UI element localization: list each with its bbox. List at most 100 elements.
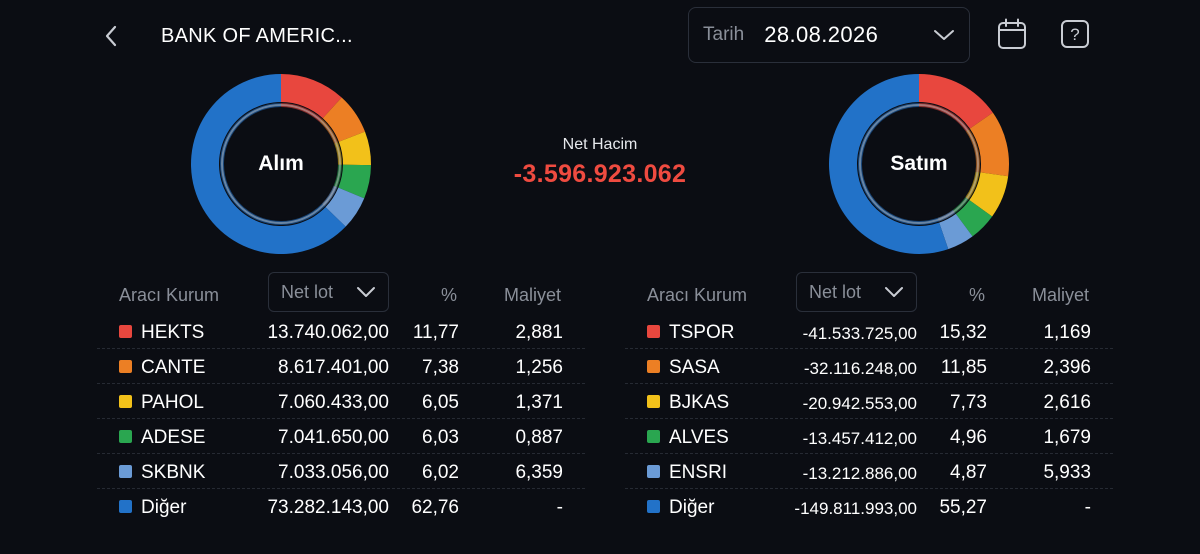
buy-netlot-select[interactable]: Net lot — [268, 272, 389, 312]
table-row[interactable]: HEKTS 13.740.062,00 11,77 2,881 — [97, 314, 585, 349]
donut-inner-ring-segment — [280, 103, 323, 122]
table-row[interactable]: SKBNK 7.033.056,00 6,02 6,359 — [97, 454, 585, 489]
color-swatch — [119, 325, 132, 338]
color-swatch — [647, 465, 660, 478]
buy-donut-chart: Alım — [190, 73, 372, 255]
calendar-button[interactable] — [996, 18, 1028, 50]
cost-value: 6,359 — [515, 462, 563, 483]
donut-slice-hekts — [281, 74, 342, 119]
sell-donut-svg — [828, 74, 1009, 254]
donut-slice-adese — [338, 164, 371, 199]
net-lot-value: 8.617.401,00 — [278, 357, 389, 378]
percent-value: 55,27 — [939, 497, 987, 518]
chevron-down-icon — [885, 287, 903, 297]
percent-value: 7,38 — [422, 357, 459, 378]
percent-value: 62,76 — [411, 497, 459, 518]
table-row[interactable]: CANTE 8.617.401,00 7,38 1,256 — [97, 349, 585, 384]
percent-value: 11,85 — [940, 357, 987, 378]
net-lot-value: -13.457.412,00 — [802, 429, 917, 448]
donut-slice-cante — [322, 97, 365, 142]
svg-text:?: ? — [1070, 25, 1079, 44]
page-title: BANK OF AMERIC... — [161, 25, 353, 47]
sell-donut-chart: Satım — [828, 73, 1010, 255]
color-swatch — [647, 360, 660, 373]
color-swatch — [119, 360, 132, 373]
donut-inner-ring-segment — [319, 118, 338, 144]
donut-inner-ring-segment — [220, 103, 325, 225]
cost-value: 2,396 — [1043, 357, 1091, 378]
table-row[interactable]: Diğer 73.282.143,00 62,76 - — [97, 489, 585, 524]
table-row[interactable]: Diğer -149.811.993,00 55,27 - — [625, 489, 1113, 524]
net-lot-value: 7.060.433,00 — [278, 392, 389, 413]
cost-value: 1,169 — [1043, 322, 1091, 343]
percent-value: 15,32 — [939, 322, 987, 343]
broker-code: PAHOL — [141, 392, 205, 413]
net-volume-value: -3.596.923.062 — [513, 160, 687, 188]
color-swatch — [119, 395, 132, 408]
buy-donut-svg — [191, 74, 371, 255]
table-row[interactable]: ADESE 7.041.650,00 6,03 0,887 — [97, 419, 585, 454]
color-swatch — [119, 465, 132, 478]
date-value: 28.08.2026 — [764, 22, 879, 47]
table-row[interactable]: ENSRI -13.212.886,00 4,87 5,933 — [625, 454, 1113, 489]
buy-table: Aracı Kurum Net lot % Maliyet HEKTS 13.74… — [97, 272, 585, 524]
donut-inner-ring-segment — [965, 171, 980, 200]
net-lot-value: 7.041.650,00 — [278, 427, 389, 448]
help-button[interactable]: ? — [1059, 18, 1091, 50]
sell-rows: TSPOR -41.533.725,00 15,32 1,169 SASA -32.116… — [625, 314, 1113, 524]
percent-value: 4,87 — [950, 462, 987, 483]
net-volume-label: Net Hacim — [562, 136, 638, 153]
donut-slice-ensri — [939, 213, 973, 250]
percent-value: 6,02 — [422, 462, 459, 483]
cost-value: - — [1084, 497, 1091, 518]
cost-column-header: Maliyet — [503, 285, 561, 305]
donut-hole — [225, 108, 337, 220]
back-chevron-icon — [105, 25, 117, 47]
table-row[interactable]: PAHOL 7.060.433,00 6,05 1,371 — [97, 384, 585, 419]
broker-code: SKBNK — [141, 462, 206, 483]
sell-donut-label: Satım — [890, 152, 948, 175]
table-row[interactable]: SASA -32.116.248,00 11,85 2,396 — [625, 349, 1113, 384]
donut-inner-ring-segment — [952, 197, 969, 214]
cost-value: 2,881 — [515, 322, 563, 343]
back-button[interactable] — [98, 22, 126, 50]
percent-value: 11,77 — [412, 322, 459, 343]
table-row[interactable]: ALVES -13.457.412,00 4,96 1,679 — [625, 419, 1113, 454]
net-lot-value: 73.282.143,00 — [267, 497, 389, 518]
donut-slice-skbnk — [325, 187, 365, 227]
cost-value: 1,679 — [1043, 427, 1091, 448]
netlot-select-label: Net lot — [809, 281, 862, 302]
date-picker[interactable]: Tarih 28.08.2026 — [688, 7, 970, 63]
cost-value: 0,887 — [515, 427, 563, 448]
color-swatch — [647, 395, 660, 408]
sell-table: Aracı Kurum Net lot % Maliyet TSPOR -41.5… — [625, 272, 1113, 524]
net-lot-value: 13.740.062,00 — [267, 322, 389, 343]
table-row[interactable]: BJKAS -20.942.553,00 7,73 2,616 — [625, 384, 1113, 419]
broker-code: CANTE — [141, 357, 206, 378]
donut-slice-diğer — [828, 74, 949, 254]
netlot-select-label: Net lot — [281, 281, 334, 302]
percent-column-header: % — [440, 285, 457, 305]
donut-inner-ring-segment — [937, 209, 956, 222]
donut-inner-ring-segment — [918, 103, 970, 132]
broker-code: Diğer — [141, 497, 187, 518]
cost-value: - — [556, 497, 563, 518]
chevron-down-icon — [357, 287, 375, 297]
cost-value: 5,933 — [1043, 462, 1091, 483]
net-lot-value: -41.533.725,00 — [802, 324, 917, 343]
sell-netlot-select[interactable]: Net lot — [796, 272, 917, 312]
broker-code: Diğer — [669, 497, 715, 518]
buy-rows: HEKTS 13.740.062,00 11,77 2,881 CANTE 8.617.4… — [97, 314, 585, 524]
color-swatch — [647, 325, 660, 338]
table-row[interactable]: TSPOR -41.533.725,00 15,32 1,169 — [625, 314, 1113, 349]
percent-value: 6,05 — [422, 392, 459, 413]
donut-highlight-ring — [221, 104, 341, 224]
color-swatch — [119, 500, 132, 513]
broker-code: BJKAS — [669, 392, 730, 413]
percent-value: 4,96 — [950, 427, 987, 448]
percent-value: 6,03 — [422, 427, 459, 448]
broker-code: HEKTS — [141, 322, 205, 343]
net-lot-value: -149.811.993,00 — [794, 499, 917, 518]
net-lot-value: -32.116.248,00 — [803, 359, 917, 378]
